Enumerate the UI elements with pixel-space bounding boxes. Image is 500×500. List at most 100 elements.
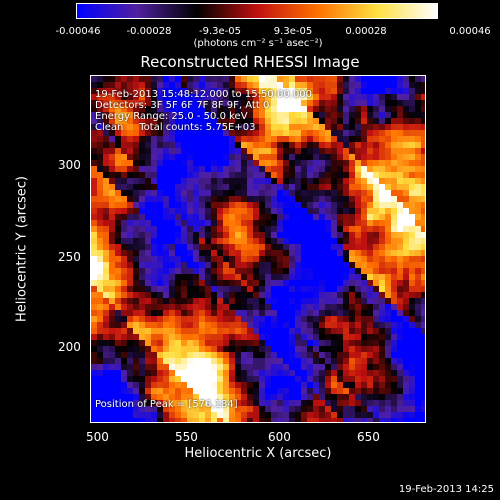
- heatmap-cell: [343, 130, 349, 136]
- heatmap-cell: [277, 256, 283, 262]
- heatmap-cell: [235, 238, 241, 244]
- heatmap-cell: [139, 136, 145, 142]
- heatmap-cell: [133, 244, 139, 250]
- heatmap-cell: [313, 232, 319, 238]
- heatmap-cell: [409, 100, 415, 106]
- heatmap-cell: [325, 316, 331, 322]
- heatmap-cell: [103, 376, 109, 382]
- heatmap-cell: [109, 364, 115, 370]
- heatmap-cell: [229, 250, 235, 256]
- heatmap-cell: [199, 208, 205, 214]
- heatmap-cell: [373, 196, 379, 202]
- heatmap-cell: [367, 184, 373, 190]
- heatmap-cell: [139, 112, 145, 118]
- heatmap-cell: [289, 232, 295, 238]
- heatmap-cell: [331, 262, 337, 268]
- heatmap-cell: [199, 190, 205, 196]
- heatmap-cell: [373, 268, 379, 274]
- heatmap-cell: [145, 190, 151, 196]
- heatmap-cell: [91, 286, 97, 292]
- heatmap-cell: [421, 142, 425, 148]
- heatmap-cell: [397, 418, 403, 422]
- heatmap-cell: [199, 106, 205, 112]
- heatmap-cell: [151, 328, 157, 334]
- heatmap-cell: [157, 106, 163, 112]
- heatmap-cell: [175, 358, 181, 364]
- heatmap-cell: [349, 292, 355, 298]
- heatmap-cell: [193, 262, 199, 268]
- heatmap-cell: [121, 208, 127, 214]
- heatmap-cell: [205, 112, 211, 118]
- heatmap-cell: [361, 106, 367, 112]
- heatmap-cell: [103, 178, 109, 184]
- heatmap-cell: [325, 184, 331, 190]
- heatmap-cell: [223, 148, 229, 154]
- heatmap-cell: [109, 124, 115, 130]
- plot-timestamp: 19-Feb-2013 14:25: [398, 484, 494, 495]
- heatmap-cell: [289, 106, 295, 112]
- heatmap-cell: [259, 214, 265, 220]
- heatmap-cell: [379, 352, 385, 358]
- heatmap-cell: [421, 232, 425, 238]
- heatmap-cell: [409, 136, 415, 142]
- heatmap-cell: [175, 328, 181, 334]
- heatmap-cell: [235, 316, 241, 322]
- heatmap-cell: [97, 244, 103, 250]
- heatmap-cell: [175, 292, 181, 298]
- heatmap-cell: [355, 328, 361, 334]
- heatmap-cell: [187, 88, 193, 94]
- heatmap-cell: [277, 148, 283, 154]
- heatmap-cell: [241, 124, 247, 130]
- heatmap-cell: [235, 400, 241, 406]
- heatmap-cell: [265, 298, 271, 304]
- heatmap-cell: [373, 208, 379, 214]
- heatmap-cell: [217, 286, 223, 292]
- heatmap-cell: [103, 238, 109, 244]
- heatmap-cell: [181, 238, 187, 244]
- heatmap-cell: [145, 250, 151, 256]
- heatmap-cell: [313, 400, 319, 406]
- heatmap-cell: [355, 136, 361, 142]
- heatmap-cell: [223, 220, 229, 226]
- heatmap-cell: [283, 256, 289, 262]
- heatmap-cell: [211, 346, 217, 352]
- heatmap-cell: [115, 226, 121, 232]
- heatmap-cell: [151, 220, 157, 226]
- heatmap-cell: [187, 148, 193, 154]
- heatmap-cell: [127, 124, 133, 130]
- heatmap-cell: [355, 124, 361, 130]
- heatmap-cell: [313, 106, 319, 112]
- heatmap-cell: [229, 190, 235, 196]
- heatmap-cell: [169, 94, 175, 100]
- heatmap-cell: [391, 274, 397, 280]
- heatmap-cell: [241, 226, 247, 232]
- heatmap-cell: [307, 106, 313, 112]
- heatmap-cell: [121, 220, 127, 226]
- heatmap-cell: [97, 310, 103, 316]
- heatmap-cell: [97, 280, 103, 286]
- heatmap-cell: [247, 364, 253, 370]
- heatmap-cell: [247, 130, 253, 136]
- heatmap-cell: [121, 166, 127, 172]
- heatmap-cell: [385, 406, 391, 412]
- heatmap-cell: [121, 304, 127, 310]
- heatmap-cell: [115, 382, 121, 388]
- heatmap-cell: [373, 154, 379, 160]
- heatmap-cell: [277, 208, 283, 214]
- heatmap-cell: [379, 208, 385, 214]
- heatmap-cell: [139, 100, 145, 106]
- heatmap-cell: [265, 280, 271, 286]
- heatmap-cell: [403, 148, 409, 154]
- heatmap-cell: [133, 100, 139, 106]
- heatmap-cell: [295, 154, 301, 160]
- heatmap-cell: [133, 238, 139, 244]
- heatmap-cell: [409, 166, 415, 172]
- heatmap-cell: [391, 160, 397, 166]
- heatmap-cell: [319, 142, 325, 148]
- heatmap-cell: [205, 286, 211, 292]
- heatmap-cell: [103, 304, 109, 310]
- heatmap-cell: [379, 358, 385, 364]
- heatmap-cell: [397, 124, 403, 130]
- heatmap-cell: [235, 94, 241, 100]
- heatmap-cell: [367, 316, 373, 322]
